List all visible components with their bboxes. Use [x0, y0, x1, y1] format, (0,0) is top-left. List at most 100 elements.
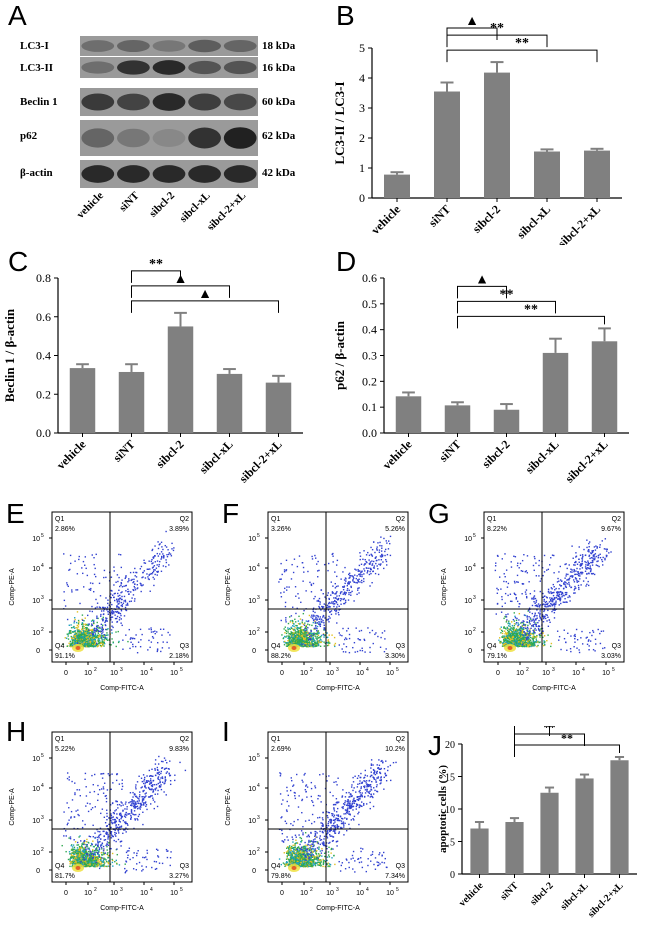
event-dot	[159, 564, 160, 565]
event-dot	[312, 644, 313, 645]
event-dot	[315, 635, 316, 636]
event-dot	[564, 598, 565, 599]
event-dot	[373, 567, 374, 568]
event-dot	[62, 845, 63, 846]
event-dot	[79, 556, 80, 557]
event-dot	[343, 603, 344, 604]
event-dot	[157, 541, 158, 542]
event-dot	[318, 644, 319, 645]
event-dot	[81, 624, 82, 625]
event-dot	[548, 591, 549, 592]
event-dot	[129, 648, 130, 649]
event-dot	[328, 621, 329, 622]
event-dot	[147, 569, 148, 570]
event-dot	[526, 597, 527, 598]
event-dot	[582, 559, 583, 560]
event-dot	[82, 620, 83, 621]
event-dot	[74, 627, 75, 628]
event-dot	[535, 613, 536, 614]
event-dot	[343, 598, 344, 599]
event-dot	[560, 591, 561, 592]
y-tick-label: 0.4	[36, 349, 51, 363]
event-dot	[304, 628, 305, 629]
event-dot	[537, 641, 538, 642]
event-dot	[544, 571, 545, 572]
event-dot	[551, 587, 552, 588]
event-dot	[71, 845, 72, 846]
event-dot	[113, 566, 114, 567]
event-dot	[348, 583, 349, 584]
event-dot	[163, 629, 164, 630]
event-dot	[547, 610, 548, 611]
event-dot	[332, 591, 333, 592]
event-dot	[127, 604, 128, 605]
event-dot	[318, 635, 319, 636]
event-dot	[350, 575, 351, 576]
event-dot	[361, 576, 362, 577]
band-4-3	[188, 165, 221, 183]
event-dot	[516, 622, 517, 623]
event-dot	[133, 581, 134, 582]
event-dot	[285, 602, 286, 603]
event-dot	[592, 551, 593, 552]
event-dot	[107, 634, 108, 635]
event-dot	[168, 564, 169, 565]
event-dot	[70, 644, 71, 645]
event-dot	[359, 552, 360, 553]
event-dot	[557, 578, 558, 579]
event-dot	[564, 602, 565, 603]
event-dot	[553, 584, 554, 585]
event-dot	[573, 558, 574, 559]
event-dot	[576, 647, 577, 648]
event-dot	[551, 611, 552, 612]
event-dot	[91, 623, 92, 624]
event-dot	[280, 592, 281, 593]
event-dot	[148, 560, 149, 561]
quadrant-label-q1: Q1	[487, 516, 496, 523]
event-dot	[89, 589, 90, 590]
event-dot	[291, 578, 292, 579]
event-dot	[345, 651, 346, 652]
event-dot	[336, 576, 337, 577]
event-dot	[306, 626, 307, 627]
quadrant-label-q1: Q1	[55, 516, 64, 523]
event-dot	[517, 601, 518, 602]
event-dot	[360, 559, 361, 560]
event-dot	[555, 601, 556, 602]
event-dot	[523, 627, 524, 628]
event-dot	[340, 578, 341, 579]
event-dot	[530, 619, 531, 620]
event-dot	[380, 555, 381, 556]
event-dot	[117, 854, 118, 855]
event-dot	[304, 644, 305, 645]
event-dot	[546, 596, 547, 597]
event-dot	[291, 627, 292, 628]
event-dot	[549, 601, 550, 602]
event-dot	[289, 640, 290, 641]
event-dot	[285, 619, 286, 620]
event-dot	[85, 617, 86, 618]
event-dot	[293, 638, 294, 639]
event-dot	[574, 638, 575, 639]
event-dot	[332, 585, 333, 586]
event-dot	[375, 558, 376, 559]
event-dot	[87, 639, 88, 640]
event-dot	[77, 847, 78, 848]
event-dot	[573, 579, 574, 580]
event-dot	[534, 642, 535, 643]
event-dot	[161, 542, 162, 543]
event-dot	[521, 642, 522, 643]
event-dot	[98, 641, 99, 642]
event-dot	[373, 541, 374, 542]
event-dot	[295, 639, 296, 640]
event-dot	[363, 568, 364, 569]
event-dot	[496, 613, 497, 614]
event-dot	[390, 555, 391, 556]
event-dot	[375, 573, 376, 574]
x-tick-label: vehicle	[368, 202, 403, 237]
event-dot	[373, 561, 374, 562]
event-dot	[157, 642, 158, 643]
event-dot	[583, 580, 584, 581]
